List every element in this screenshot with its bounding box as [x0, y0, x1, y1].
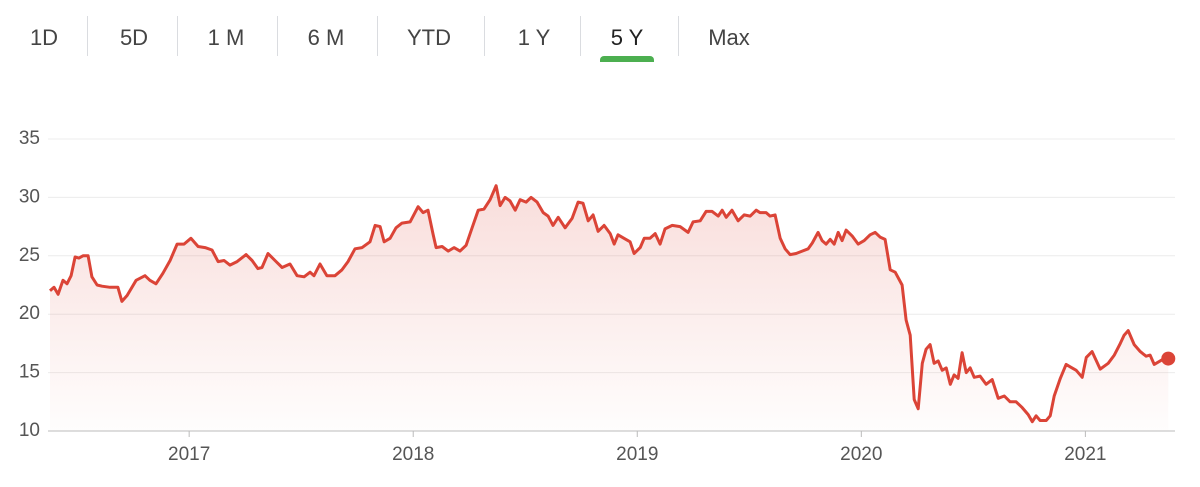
tab-separator [377, 16, 378, 56]
x-tick-label: 2018 [392, 444, 434, 465]
tab-separator [484, 16, 485, 56]
y-tick-label: 20 [19, 303, 40, 324]
range-tab[interactable]: 1 M [207, 25, 245, 50]
y-tick-label: 30 [19, 186, 40, 207]
range-tab[interactable]: 1 Y [517, 25, 551, 50]
x-tick-label: 2021 [1064, 444, 1106, 465]
x-tick-label: 2019 [616, 444, 658, 465]
range-tab[interactable]: 1D [29, 25, 59, 50]
y-tick-label: 15 [19, 362, 40, 383]
tab-separator [277, 16, 278, 56]
tab-separator [177, 16, 178, 56]
range-tabs: 1D 5D 1 M 6 M YTD 1 Y 5 Y Max [0, 0, 1200, 70]
tab-separator [87, 16, 88, 56]
selected-tab-indicator [600, 56, 654, 62]
range-tab[interactable]: 6 M [307, 25, 345, 50]
area-fill [50, 185, 1169, 431]
price-line [49, 184, 1169, 424]
tab-separator [678, 16, 679, 56]
end-marker [1161, 351, 1176, 366]
y-tick-label: 25 [19, 245, 40, 266]
range-tab[interactable]: Max [708, 25, 750, 50]
range-tab[interactable]: 5D [119, 25, 149, 50]
x-tick-label: 2020 [840, 444, 882, 465]
y-tick-label: 35 [19, 128, 40, 149]
range-tab[interactable]: YTD [407, 25, 451, 50]
tab-separator [580, 16, 581, 56]
x-tick-label: 2017 [168, 444, 210, 465]
range-tab[interactable]: 5 Y [610, 25, 644, 50]
y-tick-label: 10 [19, 420, 40, 441]
